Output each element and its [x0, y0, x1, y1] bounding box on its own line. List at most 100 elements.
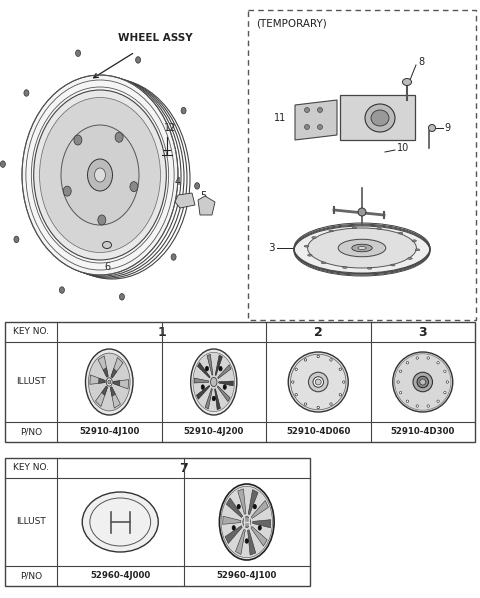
Ellipse shape — [312, 237, 316, 239]
Ellipse shape — [245, 539, 248, 543]
Text: 52960-4J000: 52960-4J000 — [90, 572, 150, 581]
Ellipse shape — [429, 124, 435, 132]
Ellipse shape — [223, 385, 227, 389]
Ellipse shape — [106, 378, 112, 386]
Bar — [5, 322, 475, 442]
Ellipse shape — [75, 50, 81, 56]
Ellipse shape — [88, 353, 130, 411]
Polygon shape — [113, 380, 129, 389]
Polygon shape — [215, 355, 222, 376]
Polygon shape — [197, 362, 210, 378]
Ellipse shape — [295, 368, 298, 370]
Ellipse shape — [358, 208, 366, 216]
Ellipse shape — [211, 377, 217, 387]
Ellipse shape — [135, 57, 141, 63]
Text: 6: 6 — [104, 262, 110, 272]
Ellipse shape — [444, 392, 446, 394]
Polygon shape — [217, 386, 230, 401]
Text: ILLUST: ILLUST — [16, 377, 46, 386]
Ellipse shape — [232, 526, 235, 530]
Ellipse shape — [343, 381, 345, 383]
Ellipse shape — [95, 168, 106, 182]
Ellipse shape — [330, 359, 332, 361]
Ellipse shape — [181, 108, 186, 114]
Ellipse shape — [60, 287, 64, 293]
Ellipse shape — [398, 232, 403, 234]
Ellipse shape — [63, 186, 71, 196]
Text: KEY NO.: KEY NO. — [13, 463, 49, 472]
Ellipse shape — [221, 486, 273, 558]
Text: 10: 10 — [397, 143, 409, 153]
Ellipse shape — [171, 254, 176, 260]
Polygon shape — [196, 385, 210, 399]
Ellipse shape — [115, 132, 123, 142]
Text: P/NO: P/NO — [20, 428, 42, 437]
Text: 8: 8 — [418, 57, 424, 67]
Ellipse shape — [329, 230, 334, 232]
Ellipse shape — [416, 405, 419, 407]
Ellipse shape — [258, 526, 262, 530]
Polygon shape — [248, 490, 258, 515]
Polygon shape — [98, 378, 105, 383]
Ellipse shape — [253, 504, 256, 509]
Ellipse shape — [304, 124, 310, 130]
Text: P/NO: P/NO — [20, 572, 42, 581]
Ellipse shape — [85, 349, 133, 415]
Polygon shape — [111, 358, 123, 378]
Polygon shape — [295, 100, 337, 140]
Text: 12: 12 — [164, 123, 176, 133]
Ellipse shape — [82, 492, 158, 552]
Ellipse shape — [399, 370, 402, 373]
Ellipse shape — [108, 380, 111, 384]
Ellipse shape — [24, 90, 29, 96]
Ellipse shape — [338, 239, 386, 257]
Ellipse shape — [415, 249, 420, 251]
Bar — [5, 458, 310, 586]
Ellipse shape — [406, 400, 408, 402]
Ellipse shape — [399, 392, 402, 394]
Ellipse shape — [408, 258, 412, 260]
Polygon shape — [248, 530, 256, 555]
Text: 3: 3 — [419, 325, 427, 338]
Ellipse shape — [98, 215, 106, 225]
Ellipse shape — [14, 236, 19, 243]
Ellipse shape — [120, 294, 124, 300]
Ellipse shape — [446, 381, 448, 383]
Ellipse shape — [339, 368, 342, 370]
Ellipse shape — [304, 245, 309, 247]
Ellipse shape — [315, 379, 321, 385]
Text: WHEEL ASSY: WHEEL ASSY — [118, 33, 192, 43]
Text: 5: 5 — [200, 191, 206, 201]
Ellipse shape — [74, 135, 82, 145]
Polygon shape — [205, 389, 212, 409]
Ellipse shape — [397, 381, 399, 383]
Ellipse shape — [291, 381, 294, 383]
Ellipse shape — [317, 108, 323, 112]
Text: 7: 7 — [179, 462, 188, 474]
Ellipse shape — [427, 405, 430, 407]
Polygon shape — [113, 381, 120, 386]
Ellipse shape — [294, 223, 430, 273]
Ellipse shape — [427, 357, 430, 359]
Text: 52910-4D060: 52910-4D060 — [286, 428, 350, 437]
Polygon shape — [194, 378, 209, 383]
Polygon shape — [227, 498, 242, 518]
Polygon shape — [90, 375, 105, 385]
Polygon shape — [207, 355, 213, 375]
Ellipse shape — [295, 393, 298, 396]
Text: 52910-4J100: 52910-4J100 — [79, 428, 139, 437]
Text: (TEMPORARY): (TEMPORARY) — [256, 19, 327, 29]
Ellipse shape — [201, 385, 204, 389]
Ellipse shape — [237, 504, 240, 509]
Text: 11: 11 — [274, 113, 286, 123]
Ellipse shape — [403, 78, 411, 86]
Ellipse shape — [367, 267, 372, 269]
Ellipse shape — [308, 254, 312, 256]
Text: 1: 1 — [157, 325, 166, 338]
Ellipse shape — [34, 90, 166, 260]
Ellipse shape — [0, 161, 5, 167]
Ellipse shape — [87, 159, 112, 191]
Ellipse shape — [420, 379, 426, 385]
Polygon shape — [110, 387, 115, 396]
Ellipse shape — [304, 108, 310, 112]
